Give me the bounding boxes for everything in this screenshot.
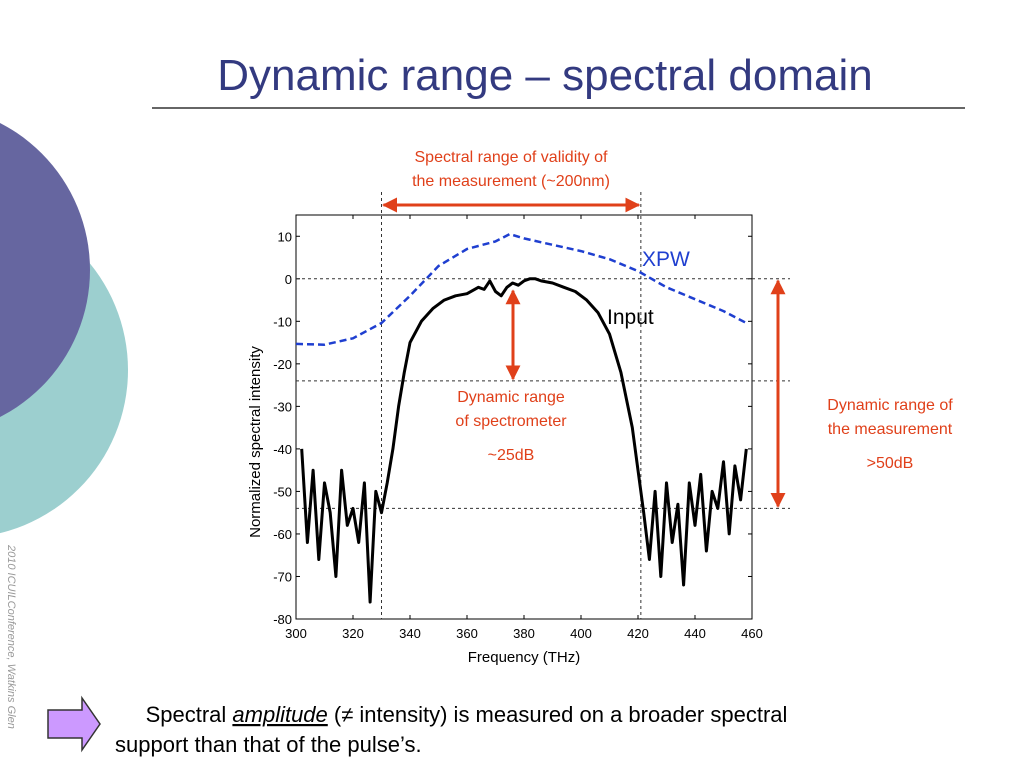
y-tick-label: -60	[273, 527, 292, 542]
x-tick-label: 380	[513, 626, 535, 641]
annotation: the measurement (~200nm)	[412, 173, 610, 190]
bullet-arrow	[47, 695, 101, 753]
annotation: Spectral range of validity of	[415, 149, 609, 166]
bullet-part: (≠ intensity) is measured on a broader s…	[328, 702, 788, 727]
y-tick-label: 10	[278, 229, 292, 244]
annotation: the measurement	[828, 421, 953, 438]
footer: 2010 ICUILConference, Watkins Glen	[5, 544, 17, 729]
y-tick-label: -20	[273, 357, 292, 372]
chart: 300 320 340 360 380 400 420 440 460 -80 -70 -60 -50 -…	[247, 149, 953, 666]
x-axis-label: Frequency (THz)	[468, 649, 581, 666]
y-tick-label: -30	[273, 399, 292, 414]
series-label: XPW	[642, 248, 690, 271]
annotation: Dynamic range	[457, 389, 565, 406]
deco-circle	[0, 123, 90, 417]
y-tick-label: -80	[273, 612, 292, 627]
bullet-text: Spectral amplitude (≠ intensity) is meas…	[115, 702, 806, 727]
x-tick-label: 420	[627, 626, 649, 641]
y-axis-label: Normalized spectral intensity	[247, 346, 264, 538]
y-tick-label: 0	[285, 272, 292, 287]
annotation: Dynamic range of	[827, 397, 953, 414]
x-tick-label: 400	[570, 626, 592, 641]
annotation: ~25dB	[488, 447, 535, 464]
series-line	[300, 277, 748, 604]
series-label: Input	[607, 306, 654, 329]
slide-title: Dynamic range – spectral domain	[217, 51, 872, 100]
y-tick-label: -10	[273, 314, 292, 329]
y-tick-label: -40	[273, 442, 292, 457]
series-line	[295, 232, 747, 346]
x-tick-label: 460	[741, 626, 763, 641]
bullet-part: Spectral	[146, 702, 233, 727]
x-tick-label: 360	[456, 626, 478, 641]
x-tick-label: 320	[342, 626, 364, 641]
bullet-text: support than that of the pulse’s.	[115, 732, 422, 757]
x-tick-label: 300	[285, 626, 307, 641]
x-tick-label: 440	[684, 626, 706, 641]
y-tick-label: -70	[273, 569, 292, 584]
annotation: of spectrometer	[455, 413, 567, 430]
annotation: >50dB	[867, 455, 914, 472]
bullet-emphasis: amplitude	[232, 702, 327, 727]
x-tick-label: 340	[399, 626, 421, 641]
y-tick-label: -50	[273, 484, 292, 499]
